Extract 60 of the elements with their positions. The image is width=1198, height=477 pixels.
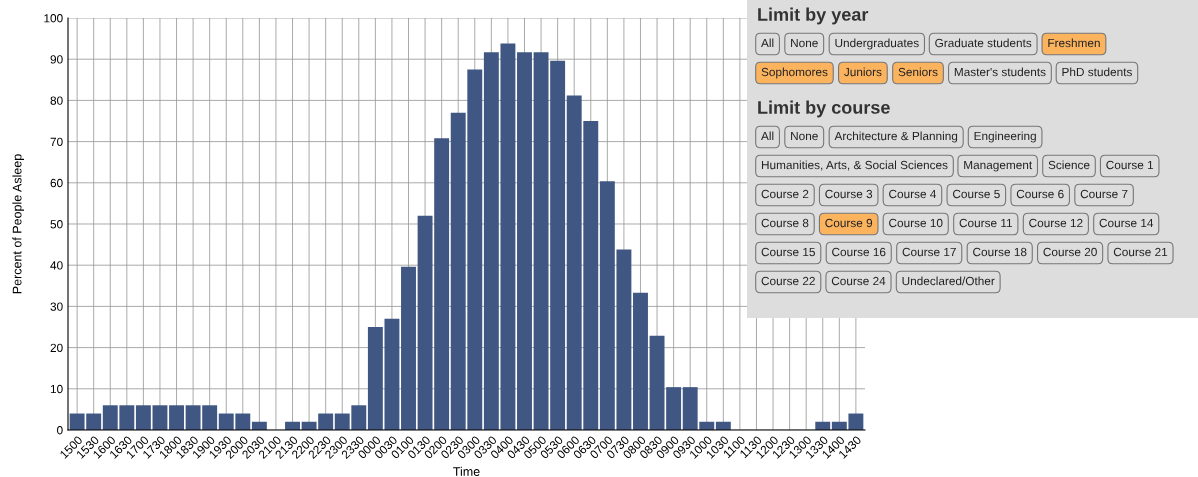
text: Course 7: [1080, 189, 1128, 199]
bar: [135, 405, 151, 430]
annotation: Sophomores: [761, 67, 828, 79]
annotation: None: [791, 131, 818, 141]
y-tick-label: 50: [50, 220, 63, 229]
annotation: None: [791, 38, 818, 48]
text: Undeclared/Other: [902, 276, 995, 286]
y-tick-label: 60: [50, 178, 63, 188]
y-axis-title: Percent of People Asleep: [12, 154, 24, 294]
text: Course 20: [1043, 247, 1097, 257]
text: Management: [964, 160, 1033, 172]
text: Course 11: [959, 218, 1013, 228]
y-tick-label: 80: [50, 96, 63, 105]
annotation: All: [761, 131, 774, 141]
text: Course 10: [889, 218, 943, 228]
annotation: Architecture & Planning: [834, 131, 958, 143]
text: Graduate students: [935, 38, 1032, 48]
text: Course 12: [1029, 218, 1083, 228]
text: Course 1: [1106, 160, 1154, 170]
annotation: Course 16: [832, 247, 886, 257]
annotation: Course 2: [761, 189, 809, 199]
y-tick-label: 10: [50, 384, 63, 394]
bar: [401, 266, 416, 430]
text: Course 21: [1113, 247, 1168, 257]
y-tick-label: 40: [50, 261, 63, 270]
y-tick-label: 30: [50, 302, 63, 311]
y-tick-label: 90: [50, 55, 63, 64]
annotation: Undergraduates: [835, 38, 919, 50]
annotation: Course 15: [761, 247, 815, 257]
text: Course 14: [1099, 218, 1154, 228]
annotation: Course 22: [761, 276, 815, 286]
annotation: Course 9: [825, 218, 873, 228]
x-axis-title: Time: [453, 466, 480, 476]
annotation: All: [761, 38, 774, 48]
bar: [152, 405, 168, 430]
text: Engineering: [974, 131, 1036, 143]
bar: [169, 405, 184, 430]
annotation: Course 24: [831, 276, 886, 286]
bar: [517, 52, 532, 430]
text: Freshmen: [1048, 38, 1100, 48]
text: Course 4: [889, 189, 937, 199]
text: Master's students: [954, 67, 1046, 77]
text: Course 18: [973, 247, 1027, 257]
annotation: Course 3: [825, 189, 873, 199]
y-tick-label: 100: [44, 14, 63, 23]
text: Limit by year: [758, 7, 869, 25]
annotation: Course 8: [761, 218, 809, 228]
text: Seniors: [898, 67, 938, 77]
annotation: Humanities, Arts, & Social Sciences: [761, 160, 948, 171]
text: Science: [1048, 160, 1090, 170]
text: Course 5: [952, 189, 1000, 199]
text: PhD students: [1062, 67, 1132, 77]
y-tick-label: 70: [50, 137, 63, 146]
text: Course 6: [1016, 189, 1064, 199]
text: Course 17: [902, 247, 956, 257]
annotation: Juniors: [844, 67, 882, 77]
text: Limit by course: [758, 100, 890, 118]
y-tick-label: 20: [50, 343, 63, 352]
bar: [633, 292, 648, 430]
y-tick-label: 0: [57, 426, 63, 435]
